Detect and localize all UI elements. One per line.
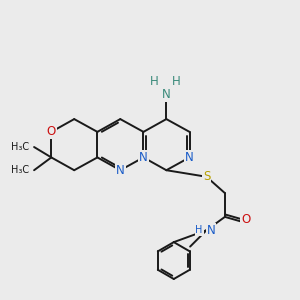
Text: H: H — [195, 225, 203, 235]
Text: N: N — [116, 164, 125, 177]
Text: O: O — [47, 125, 56, 138]
Text: H: H — [150, 74, 159, 88]
Text: H₃C: H₃C — [11, 165, 30, 175]
Text: S: S — [203, 170, 210, 183]
Text: H: H — [172, 74, 181, 88]
Text: N: N — [185, 151, 194, 164]
Text: N: N — [207, 224, 215, 237]
Text: H₃C: H₃C — [11, 142, 30, 152]
Text: N: N — [139, 151, 148, 164]
Text: O: O — [241, 213, 250, 226]
Text: N: N — [162, 88, 171, 100]
